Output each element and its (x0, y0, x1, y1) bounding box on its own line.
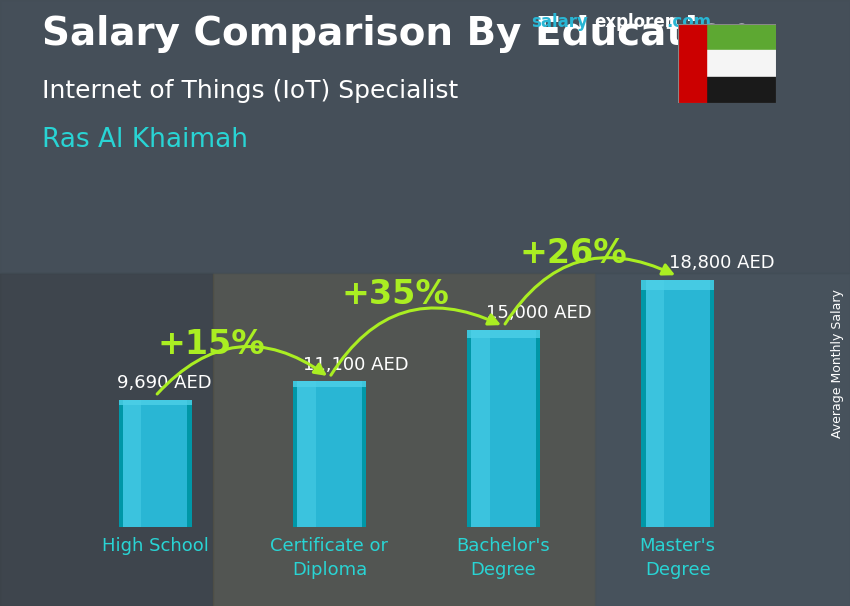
Bar (0, 0, 850, 273)
Bar (641, 281, 645, 527)
Bar (293, 382, 366, 527)
Bar (678, 24, 706, 103)
Bar (119, 400, 123, 527)
Bar (678, 24, 776, 50)
Text: +35%: +35% (342, 278, 450, 310)
Bar (123, 400, 141, 527)
Bar (212, 273, 595, 606)
Bar (595, 273, 850, 606)
Text: Ras Al Khaimah: Ras Al Khaimah (42, 127, 248, 153)
Bar (678, 50, 776, 77)
Text: Internet of Things (IoT) Specialist: Internet of Things (IoT) Specialist (42, 79, 459, 103)
Bar (467, 330, 540, 527)
Bar (467, 330, 472, 527)
Text: salary: salary (531, 13, 588, 32)
Bar (0, 273, 212, 606)
Text: 11,100 AED: 11,100 AED (303, 356, 409, 373)
Text: 9,690 AED: 9,690 AED (117, 374, 212, 392)
Text: +15%: +15% (157, 328, 265, 361)
Bar (645, 281, 664, 527)
Bar (293, 382, 298, 527)
Bar (119, 400, 192, 405)
Bar (119, 400, 192, 527)
Bar (536, 330, 540, 527)
Text: Salary Comparison By Education: Salary Comparison By Education (42, 15, 753, 53)
Text: .com: .com (666, 13, 711, 32)
Bar (710, 281, 714, 527)
Text: 15,000 AED: 15,000 AED (486, 304, 592, 322)
Bar (188, 400, 192, 527)
Bar (641, 281, 714, 290)
Bar (467, 330, 540, 338)
Bar (678, 77, 776, 103)
Bar (472, 330, 490, 527)
Text: Average Monthly Salary: Average Monthly Salary (830, 289, 844, 438)
Bar (641, 281, 714, 527)
Bar (298, 382, 315, 527)
Bar (361, 382, 366, 527)
Text: +26%: +26% (519, 236, 627, 270)
Text: explorer: explorer (594, 13, 673, 32)
Text: 18,800 AED: 18,800 AED (669, 255, 774, 273)
Bar (293, 382, 366, 387)
